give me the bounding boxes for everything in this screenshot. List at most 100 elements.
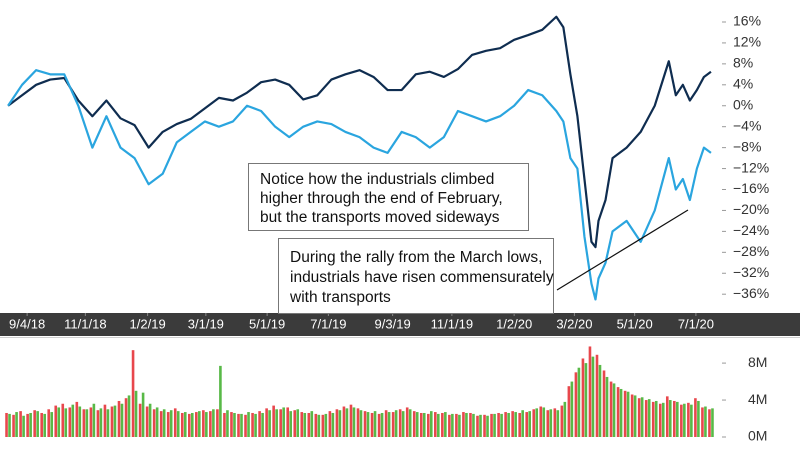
y-tick-label: −8% xyxy=(733,138,761,154)
annotation-text: higher through the end of February, xyxy=(260,190,503,207)
x-tick-label: 7/1/20 xyxy=(678,316,714,331)
volume-bar xyxy=(314,413,318,437)
annotation-box xyxy=(248,163,529,231)
volume-bar xyxy=(251,412,254,437)
volume-bar xyxy=(15,412,18,437)
volume-bar xyxy=(96,410,100,437)
volume-bar xyxy=(415,412,419,437)
volume-bar xyxy=(483,414,486,437)
volume-bar xyxy=(546,410,550,437)
volume-bar xyxy=(198,411,201,437)
volume-bar xyxy=(127,395,131,437)
volume-bar xyxy=(279,409,282,437)
y-tick-label: −28% xyxy=(733,243,769,259)
volume-bar xyxy=(230,412,233,437)
y-tick-label: 4% xyxy=(733,76,753,92)
volume-bar xyxy=(441,412,444,437)
volume-bar xyxy=(394,410,398,437)
volume-bar xyxy=(493,413,496,437)
volume-bar xyxy=(145,406,149,437)
annotation-box xyxy=(278,238,554,314)
volume-bar xyxy=(574,372,578,437)
volume-bar xyxy=(609,381,613,437)
volume-bar xyxy=(398,409,402,437)
volume-bar xyxy=(124,398,128,437)
volume-bar xyxy=(532,409,536,437)
volume-bar xyxy=(687,402,690,437)
volume-bar xyxy=(373,411,377,437)
volume-bar xyxy=(352,407,356,437)
volume-bar xyxy=(134,390,138,437)
volume-bar xyxy=(138,403,142,437)
volume-bar xyxy=(342,406,346,437)
volume-bar xyxy=(647,399,651,437)
volume-bar xyxy=(598,364,602,437)
y-tick-label: −24% xyxy=(733,222,769,238)
volume-bar xyxy=(173,408,177,437)
volume-bar xyxy=(673,400,676,437)
y-tick-label: −20% xyxy=(733,201,769,217)
volume-bar xyxy=(448,414,451,437)
volume-bar xyxy=(405,407,409,437)
volume-bar xyxy=(310,411,314,437)
volume-bar xyxy=(85,409,89,437)
volume-bar xyxy=(605,376,609,437)
volume-bar xyxy=(202,410,205,437)
volume-bar xyxy=(708,409,711,437)
volume-bar xyxy=(19,411,22,437)
volume-bar xyxy=(75,401,79,437)
volume-bar xyxy=(275,409,278,437)
volume-bar xyxy=(36,411,39,437)
volume-bar xyxy=(549,409,553,437)
volume-bar xyxy=(162,409,166,437)
volume-bar xyxy=(437,413,440,437)
volume-bar xyxy=(219,365,222,437)
volume-bar xyxy=(633,395,637,437)
volume-bar xyxy=(644,400,648,437)
volume-bar xyxy=(296,409,300,437)
volume-bar xyxy=(658,403,662,437)
volume-bar xyxy=(560,405,564,437)
volume-bar xyxy=(254,413,257,437)
volume-bar xyxy=(462,412,465,437)
x-tick-label: 9/3/19 xyxy=(375,316,411,331)
volume-bar xyxy=(469,412,472,437)
volume-bar xyxy=(623,390,627,437)
annotation-text: with transports xyxy=(289,289,391,306)
volume-bar xyxy=(321,414,325,437)
volume-bar xyxy=(384,410,388,437)
x-tick-label: 5/1/19 xyxy=(249,316,285,331)
volume-bar xyxy=(556,410,560,437)
volume-bar xyxy=(82,409,86,437)
volume-bar xyxy=(47,409,51,437)
volume-bar xyxy=(103,404,107,437)
volume-bar xyxy=(258,411,261,437)
volume-bar xyxy=(640,397,644,437)
y-tick-label: 8M xyxy=(748,354,767,370)
volume-bar xyxy=(479,414,482,437)
volume-bar xyxy=(131,350,135,437)
volume-bar xyxy=(289,411,293,437)
x-tick-label: 1/2/20 xyxy=(496,316,532,331)
volume-bar xyxy=(472,413,475,437)
volume-bar xyxy=(637,398,641,437)
volume-bar xyxy=(507,412,510,437)
y-tick-label: 8% xyxy=(733,55,753,71)
volume-bar xyxy=(514,412,517,437)
volume-bar xyxy=(8,413,11,437)
volume-bar xyxy=(377,413,381,437)
volume-bar xyxy=(40,412,43,437)
volume-bar xyxy=(268,410,271,437)
volume-bar xyxy=(247,412,250,437)
y-tick-label: −4% xyxy=(733,117,761,133)
volume-bar xyxy=(359,410,363,437)
volume-bar xyxy=(261,412,264,437)
volume-bar xyxy=(64,408,68,437)
volume-bar xyxy=(521,410,524,437)
volume-bar xyxy=(240,413,243,437)
volume-bar xyxy=(61,403,65,437)
volume-bar xyxy=(212,409,215,437)
volume-bar xyxy=(356,408,360,437)
annotation-text: but the transports moved sideways xyxy=(260,209,500,226)
price-panel: 16% 12% 8% 4% 0% −4% −8% −12% −16% −20% −24% −28% −3… xyxy=(7,13,769,331)
